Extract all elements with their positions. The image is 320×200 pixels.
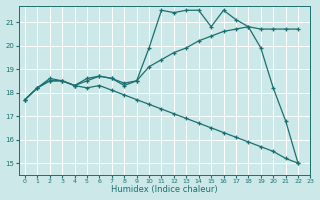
X-axis label: Humidex (Indice chaleur): Humidex (Indice chaleur) xyxy=(111,185,218,194)
